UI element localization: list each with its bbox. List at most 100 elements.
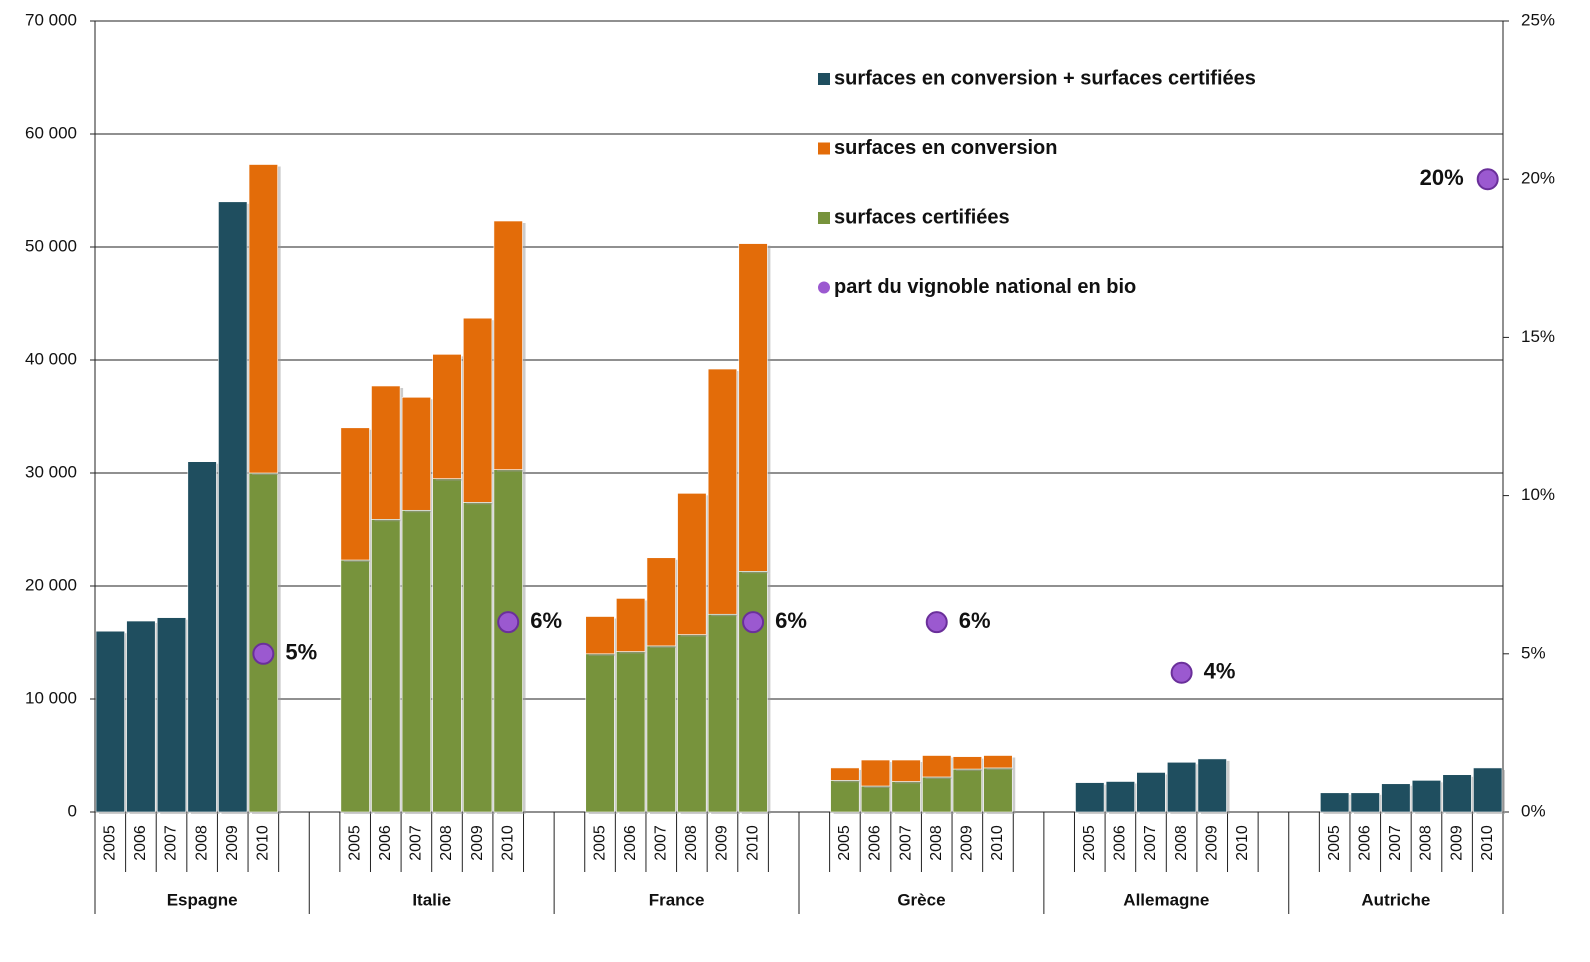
data-label: 6%	[775, 608, 807, 633]
legend-label: surfaces en conversion	[834, 137, 1057, 159]
bar	[891, 781, 921, 813]
bar	[156, 617, 187, 813]
bar	[922, 776, 952, 813]
x-tick-label: 2005	[1081, 825, 1098, 861]
y2-tick-label: 5%	[1521, 643, 1546, 662]
bar	[983, 767, 1013, 813]
x-tick-label: 2009	[1203, 825, 1220, 861]
bar	[463, 502, 493, 813]
x-tick-label: 2010	[989, 825, 1006, 861]
bar	[1075, 782, 1105, 813]
x-tick-label: 2006	[132, 825, 149, 861]
bar	[1442, 774, 1472, 813]
group-label: Espagne	[167, 890, 238, 909]
y2-tick-label: 10%	[1521, 485, 1555, 504]
y-tick-label: 40 000	[25, 349, 77, 368]
x-tick-label: 2007	[897, 825, 914, 861]
x-tick-label: 2006	[1112, 825, 1129, 861]
bar	[1411, 780, 1442, 813]
bar	[493, 220, 523, 470]
x-tick-label: 2007	[652, 825, 669, 861]
bar	[983, 755, 1013, 769]
group-label: Grèce	[897, 890, 945, 909]
legend-label: surfaces en conversion + surfaces certif…	[834, 67, 1256, 89]
bar	[616, 598, 646, 652]
x-tick-label: 2009	[959, 825, 976, 861]
bar	[616, 651, 646, 813]
x-tick-label: 2005	[1326, 825, 1343, 861]
bar	[830, 767, 860, 781]
x-tick-label: 2006	[622, 825, 639, 861]
bar	[1381, 783, 1411, 813]
legend-swatch	[818, 212, 830, 224]
x-tick-label: 2005	[591, 825, 608, 861]
legend-swatch	[818, 73, 830, 85]
data-label: 6%	[959, 608, 991, 633]
bar	[585, 653, 615, 813]
bar	[952, 756, 982, 770]
bar	[707, 368, 738, 615]
x-tick-label: 2010	[255, 825, 272, 861]
x-tick-label: 2008	[438, 825, 455, 861]
x-tick-label: 2007	[1142, 825, 1159, 861]
x-tick-label: 2005	[836, 825, 853, 861]
bar	[1350, 792, 1380, 813]
y-tick-label: 0	[68, 801, 77, 820]
bar	[738, 243, 768, 572]
bar	[1105, 781, 1135, 813]
bar	[860, 785, 891, 813]
bar	[401, 396, 431, 511]
x-tick-label: 2010	[499, 825, 516, 861]
bar	[677, 493, 707, 635]
x-tick-label: 2010	[1479, 825, 1496, 861]
bar	[646, 557, 676, 647]
x-tick-label: 2009	[224, 825, 241, 861]
x-tick-label: 2008	[193, 825, 210, 861]
bar	[95, 630, 125, 813]
bar	[463, 317, 493, 503]
group-label: France	[649, 890, 705, 909]
bar	[585, 616, 615, 655]
bar	[677, 634, 707, 813]
group-label: Autriche	[1361, 890, 1430, 909]
bar	[187, 461, 217, 813]
bar	[707, 613, 738, 813]
data-label: 6%	[530, 608, 562, 633]
legend-label: part du vignoble national en bio	[834, 276, 1136, 298]
bar	[126, 620, 156, 813]
bar	[1167, 761, 1197, 813]
x-tick-label: 2009	[714, 825, 731, 861]
point	[1170, 661, 1193, 684]
y2-tick-label: 0%	[1521, 801, 1546, 820]
y-tick-label: 60 000	[25, 123, 77, 142]
y2-tick-label: 20%	[1521, 169, 1555, 188]
x-tick-label: 2008	[1418, 825, 1435, 861]
bar	[952, 768, 982, 813]
legend-label: surfaces certifiées	[834, 206, 1010, 228]
data-label: 20%	[1420, 165, 1464, 190]
x-tick-label: 2008	[683, 825, 700, 861]
x-tick-label: 2009	[1448, 825, 1465, 861]
x-tick-label: 2005	[102, 825, 119, 861]
bar	[738, 571, 768, 813]
y-tick-label: 50 000	[25, 236, 77, 255]
x-tick-label: 2010	[1234, 825, 1251, 861]
bar	[1473, 767, 1503, 813]
bar	[432, 478, 462, 813]
bar	[1320, 792, 1350, 813]
bar	[248, 164, 278, 474]
y2-tick-label: 25%	[1521, 10, 1555, 29]
point	[497, 611, 520, 634]
group-label: Allemagne	[1123, 890, 1209, 909]
bar	[340, 559, 370, 813]
bar	[371, 519, 401, 813]
y-tick-label: 30 000	[25, 462, 77, 481]
y-tick-label: 20 000	[25, 575, 77, 594]
bar	[1197, 758, 1227, 813]
bar	[891, 759, 921, 782]
legend-swatch	[818, 142, 830, 155]
point	[252, 642, 275, 665]
bar	[830, 780, 860, 813]
x-tick-label: 2007	[408, 825, 425, 861]
